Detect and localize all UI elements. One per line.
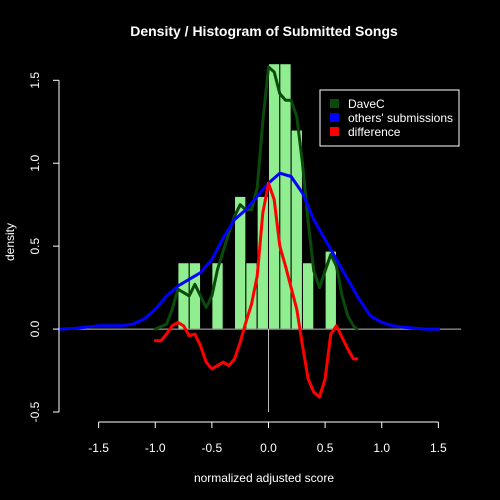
y-axis-title: density [3, 223, 17, 261]
zero-line-group [59, 328, 461, 412]
x-axis-title: normalized adjusted score [194, 471, 334, 485]
y-axis: -0.5 0.0 0.5 1.0 1.5 [28, 72, 60, 422]
x-tick-label-6: 1.5 [430, 441, 447, 455]
y-tick-label-2: 0.5 [28, 237, 42, 254]
x-tick-label-4: 0.5 [317, 441, 334, 455]
y-tick-label-4: 1.5 [28, 72, 42, 89]
chart-title: Density / Histogram of Submitted Songs [130, 23, 398, 39]
legend-label-others-submissions: others' submissions [348, 111, 453, 125]
x-tick-label-1: -1.0 [145, 441, 166, 455]
legend-swatch-davec [330, 99, 339, 108]
y-tick-label-3: 1.0 [28, 155, 42, 172]
y-tick-label-0: -0.5 [28, 401, 42, 422]
legend-label-difference: difference [348, 125, 401, 139]
legend-swatch-others-submissions [330, 113, 339, 122]
x-tick-label-0: -1.5 [88, 441, 109, 455]
histogram-bar-7 [279, 63, 292, 330]
x-tick-label-2: -0.5 [202, 441, 223, 455]
legend-swatch-difference [330, 127, 339, 136]
legend-label-davec: DaveC [348, 97, 385, 111]
y-tick-label-1: 0.0 [28, 320, 42, 337]
series-line-davec [153, 65, 359, 331]
histogram-bar-9 [301, 262, 315, 330]
x-tick-label-5: 1.0 [373, 441, 390, 455]
series-line-others-submissions [57, 171, 440, 331]
series-line-difference [153, 181, 359, 399]
density-lines [57, 65, 440, 399]
x-tick-label-3: 0.0 [260, 441, 277, 455]
legend-box [319, 89, 460, 147]
x-axis: -1.5 -1.0 -0.5 0.0 0.5 1.0 1.5 [88, 421, 447, 455]
